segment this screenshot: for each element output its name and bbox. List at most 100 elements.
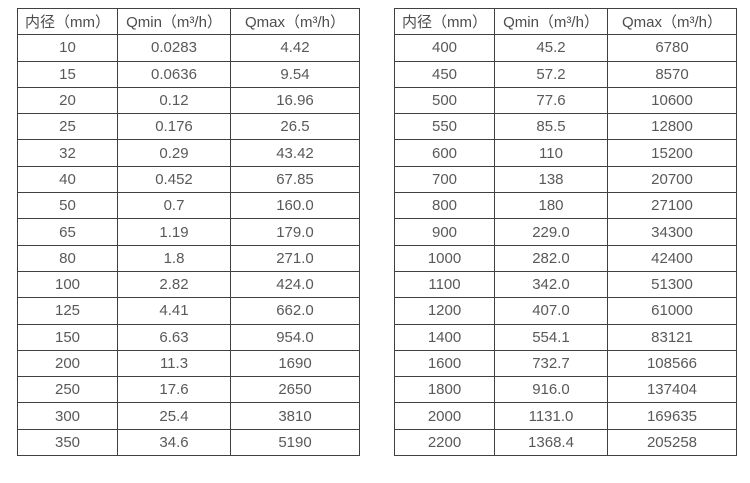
table-row: 10 0.0283 4.42 xyxy=(17,34,360,62)
cell-diameter: 1000 xyxy=(394,244,495,272)
cell-diameter: 500 xyxy=(394,86,495,115)
cell-qmin: 554.1 xyxy=(494,323,608,351)
cell-diameter: 250 xyxy=(17,376,118,404)
column-header-qmax: Qmax（m³/h） xyxy=(607,7,737,36)
table-row: 40 0.452 67.85 xyxy=(17,165,360,194)
cell-diameter: 10 xyxy=(17,34,118,62)
table-row: 600 110 15200 xyxy=(394,139,737,167)
cell-qmin: 6.63 xyxy=(117,323,231,351)
cell-diameter: 25 xyxy=(17,113,118,141)
cell-qmax: 205258 xyxy=(607,428,737,457)
cell-qmin: 34.6 xyxy=(117,428,231,457)
cell-qmax: 108566 xyxy=(607,349,737,378)
cell-diameter: 150 xyxy=(17,323,118,351)
cell-qmax: 160.0 xyxy=(230,192,360,220)
cell-qmax: 83121 xyxy=(607,323,737,351)
table-row: 80 1.8 271.0 xyxy=(17,244,360,272)
cell-qmax: 424.0 xyxy=(230,270,360,299)
table-row: 1100 342.0 51300 xyxy=(394,270,737,299)
cell-qmax: 5190 xyxy=(230,428,360,457)
table-row: 1400 554.1 83121 xyxy=(394,323,737,351)
cell-diameter: 125 xyxy=(17,297,118,325)
cell-diameter: 2200 xyxy=(394,428,495,457)
cell-qmax: 10600 xyxy=(607,86,737,115)
cell-qmax: 12800 xyxy=(607,113,737,141)
cell-qmin: 0.0283 xyxy=(117,34,231,62)
table-row: 1200 407.0 61000 xyxy=(394,297,737,325)
cell-qmin: 45.2 xyxy=(494,34,608,62)
cell-qmin: 17.6 xyxy=(117,376,231,404)
cell-qmin: 0.452 xyxy=(117,165,231,194)
cell-diameter: 1400 xyxy=(394,323,495,351)
table-row: 450 57.2 8570 xyxy=(394,60,737,88)
cell-diameter: 300 xyxy=(17,402,118,430)
table-row: 2000 1131.0 169635 xyxy=(394,402,737,430)
cell-diameter: 200 xyxy=(17,349,118,378)
cell-diameter: 1200 xyxy=(394,297,495,325)
column-header-diameter: 内径（mm） xyxy=(17,7,118,36)
cell-qmin: 1368.4 xyxy=(494,428,608,457)
cell-qmin: 25.4 xyxy=(117,402,231,430)
cell-diameter: 1100 xyxy=(394,270,495,299)
cell-qmax: 662.0 xyxy=(230,297,360,325)
table-row: 250 17.6 2650 xyxy=(17,376,360,404)
table-row: 1000 282.0 42400 xyxy=(394,244,737,272)
table-row: 700 138 20700 xyxy=(394,165,737,194)
cell-qmin: 916.0 xyxy=(494,376,608,404)
cell-diameter: 80 xyxy=(17,244,118,272)
cell-diameter: 700 xyxy=(394,165,495,194)
cell-qmin: 0.0636 xyxy=(117,60,231,88)
cell-qmin: 282.0 xyxy=(494,244,608,272)
cell-qmax: 4.42 xyxy=(230,34,360,62)
cell-qmax: 954.0 xyxy=(230,323,360,351)
cell-qmax: 2650 xyxy=(230,376,360,404)
header-row: 内径（mm） Qmin（m³/h） Qmax（m³/h） xyxy=(394,7,737,36)
cell-qmax: 27100 xyxy=(607,192,737,220)
table-row: 400 45.2 6780 xyxy=(394,34,737,62)
column-header-diameter: 内径（mm） xyxy=(394,7,495,36)
flow-rate-table-left: 内径（mm） Qmin（m³/h） Qmax（m³/h） 10 0.0283 4.42 1… xyxy=(17,7,360,457)
flow-rate-table-right: 内径（mm） Qmin（m³/h） Qmax（m³/h） 400 45.2 6780 45… xyxy=(394,7,737,457)
cell-qmin: 0.29 xyxy=(117,139,231,167)
cell-qmax: 16.96 xyxy=(230,86,360,115)
table-row: 25 0.176 26.5 xyxy=(17,113,360,141)
cell-qmax: 179.0 xyxy=(230,218,360,246)
cell-diameter: 65 xyxy=(17,218,118,246)
cell-qmin: 229.0 xyxy=(494,218,608,246)
cell-diameter: 32 xyxy=(17,139,118,167)
cell-qmin: 11.3 xyxy=(117,349,231,378)
cell-qmax: 8570 xyxy=(607,60,737,88)
cell-diameter: 900 xyxy=(394,218,495,246)
cell-diameter: 400 xyxy=(394,34,495,62)
cell-qmax: 34300 xyxy=(607,218,737,246)
cell-diameter: 600 xyxy=(394,139,495,167)
table-row: 20 0.12 16.96 xyxy=(17,86,360,115)
cell-diameter: 800 xyxy=(394,192,495,220)
cell-qmax: 51300 xyxy=(607,270,737,299)
table-row: 1800 916.0 137404 xyxy=(394,376,737,404)
table-row: 550 85.5 12800 xyxy=(394,113,737,141)
table-row: 65 1.19 179.0 xyxy=(17,218,360,246)
cell-qmin: 0.7 xyxy=(117,192,231,220)
cell-qmax: 271.0 xyxy=(230,244,360,272)
cell-qmax: 3810 xyxy=(230,402,360,430)
cell-qmax: 26.5 xyxy=(230,113,360,141)
table-row: 200 11.3 1690 xyxy=(17,349,360,378)
column-header-qmax: Qmax（m³/h） xyxy=(230,7,360,36)
table-row: 350 34.6 5190 xyxy=(17,428,360,457)
cell-diameter: 15 xyxy=(17,60,118,88)
table-row: 50 0.7 160.0 xyxy=(17,192,360,220)
cell-qmax: 67.85 xyxy=(230,165,360,194)
table-row: 15 0.0636 9.54 xyxy=(17,60,360,88)
cell-diameter: 2000 xyxy=(394,402,495,430)
cell-diameter: 350 xyxy=(17,428,118,457)
table-row: 1600 732.7 108566 xyxy=(394,349,737,378)
cell-qmax: 169635 xyxy=(607,402,737,430)
cell-qmax: 9.54 xyxy=(230,60,360,88)
table-row: 800 180 27100 xyxy=(394,192,737,220)
cell-diameter: 50 xyxy=(17,192,118,220)
cell-diameter: 40 xyxy=(17,165,118,194)
column-header-qmin: Qmin（m³/h） xyxy=(117,7,231,36)
cell-qmax: 15200 xyxy=(607,139,737,167)
